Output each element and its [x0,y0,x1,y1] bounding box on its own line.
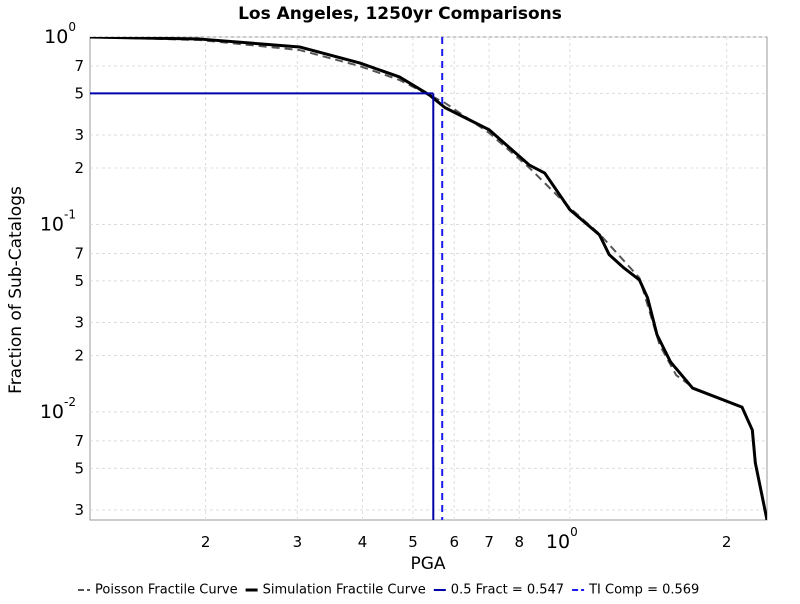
tick-label: 2 [74,159,84,177]
tick-label-text: 5 [408,533,418,551]
tick-label-exponent: 0 [68,20,76,34]
x-axis-label: PGA [410,554,445,574]
tick-label-text: 7 [74,244,84,262]
tick-label: 5 [74,271,84,289]
tick-label-exponent: -1 [64,207,76,221]
tick-label-text: 3 [293,533,303,551]
tick-label: 7 [74,57,84,75]
plot-area [89,36,768,521]
chart-title: Los Angeles, 1250yr Comparisons [238,4,562,24]
legend-label: Poisson Fractile Curve [95,583,238,598]
tick-label-text: 10 [546,531,570,553]
tick-label-text: 2 [201,533,211,551]
tick-label-text: 2 [74,159,84,177]
y-axis-label: Fraction of Sub-Catalogs [6,186,26,394]
tick-label: 8 [515,533,525,551]
tick-label: 7 [74,244,84,262]
tick-label: 10-2 [40,394,76,422]
tick-label-text: 3 [74,313,84,331]
tick-label-text: 7 [74,57,84,75]
tick-label: 3 [293,533,303,551]
tick-label-exponent: -2 [64,394,76,408]
tick-label-text: 7 [74,431,84,449]
tick-label: 3 [74,500,84,518]
tick-label: 3 [74,126,84,144]
tick-label: 100 [546,525,578,553]
tick-label-text: 10 [44,26,68,48]
tick-label: 5 [74,459,84,477]
legend-label: Simulation Fractile Curve [263,583,426,598]
tick-label: 5 [74,84,84,102]
tick-label: 7 [74,431,84,449]
tick-label-text: 3 [74,126,84,144]
tick-label: 10-1 [40,207,76,235]
tick-label: 100 [44,20,76,48]
tick-label-text: 3 [74,500,84,518]
tick-label-text: 8 [515,533,525,551]
tick-label: 3 [74,313,84,331]
tick-label: 2 [201,533,211,551]
tick-label-text: 5 [74,271,84,289]
tick-label: 4 [358,533,368,551]
tick-label-text: 10 [40,400,64,422]
tick-label-text: 2 [722,533,732,551]
tick-label: 5 [408,533,418,551]
tick-label-text: 5 [74,84,84,102]
series-line [90,37,767,520]
series-line [90,37,691,386]
tick-label-text: 2 [74,346,84,364]
legend-label: 0.5 Fract = 0.547 [451,583,564,598]
tick-label-text: 7 [484,533,494,551]
tick-label-exponent: 0 [570,525,578,539]
tick-label-text: 6 [449,533,459,551]
tick-label: 6 [449,533,459,551]
tick-label-text: 4 [358,533,368,551]
tick-label-text: 5 [74,459,84,477]
tick-label: 7 [484,533,494,551]
tick-label-text: 10 [40,213,64,235]
legend-label: TI Comp = 0.569 [588,583,699,598]
tick-label: 2 [722,533,732,551]
tick-label: 2 [74,346,84,364]
